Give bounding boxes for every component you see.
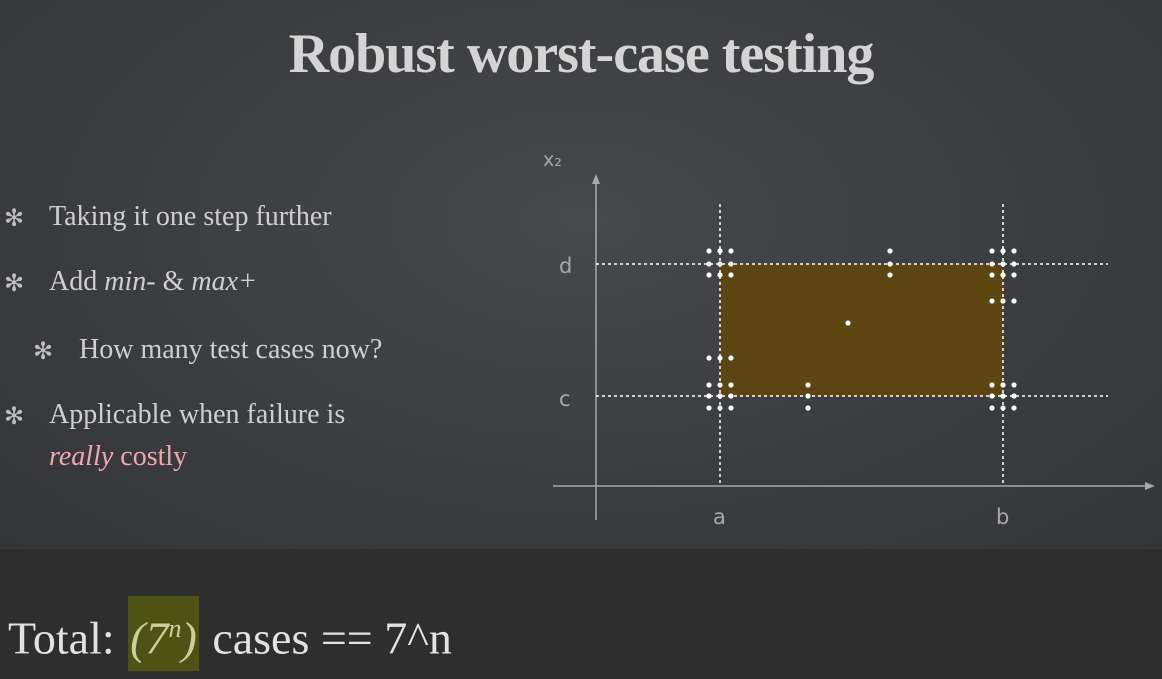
- test-point: [728, 393, 734, 399]
- asterisk-icon: ✻: [4, 206, 25, 232]
- test-point: [989, 298, 995, 304]
- bullet-text-part: Add: [49, 266, 105, 297]
- test-point: [805, 382, 811, 388]
- test-point: [989, 272, 995, 278]
- test-point: [728, 382, 734, 388]
- test-point: [717, 248, 723, 254]
- test-point: [1011, 405, 1017, 411]
- bullet-text: Taking it one step further: [49, 201, 332, 232]
- test-point: [728, 261, 734, 267]
- input-domain-diagram: x₂ d c a b: [543, 149, 1155, 529]
- valid-region: [720, 264, 1003, 396]
- test-point: [887, 272, 893, 278]
- test-point: [1011, 248, 1017, 254]
- test-point: [1000, 298, 1006, 304]
- y-axis-arrow: [592, 174, 600, 184]
- boundary-lines: [596, 204, 1108, 486]
- test-point: [717, 393, 723, 399]
- test-point: [1011, 382, 1017, 388]
- max-plus-term: max+: [191, 266, 257, 297]
- highlighted-term: (7n): [128, 596, 199, 672]
- test-point: [706, 393, 712, 399]
- test-point: [989, 382, 995, 388]
- slide: Robust worst-case testing ✻ Taking it on…: [0, 0, 1162, 549]
- bullet-text: How many test cases now?: [79, 334, 383, 365]
- test-point: [717, 355, 723, 361]
- test-point: [1000, 382, 1006, 388]
- test-point: [717, 272, 723, 278]
- test-point: [717, 405, 723, 411]
- b-label: b: [996, 505, 1009, 529]
- bullet-text: Add min- & max+: [49, 264, 257, 300]
- test-point: [989, 393, 995, 399]
- x2-axis-label: x₂: [543, 149, 562, 171]
- c-label: c: [559, 387, 571, 411]
- bullet-text-part: &: [155, 266, 192, 297]
- min-minus-term: min-: [104, 266, 156, 297]
- test-point: [1000, 261, 1006, 267]
- test-point: [706, 355, 712, 361]
- test-point: [717, 382, 723, 388]
- asterisk-icon: ✻: [4, 271, 25, 297]
- test-point: [989, 261, 995, 267]
- test-point: [1000, 272, 1006, 278]
- test-point: [1011, 393, 1017, 399]
- axes: [553, 178, 1150, 520]
- test-point: [1000, 393, 1006, 399]
- test-point: [1011, 272, 1017, 278]
- test-point: [805, 405, 811, 411]
- really-emphasis: really: [49, 441, 114, 472]
- test-point: [717, 261, 723, 267]
- test-point: [728, 248, 734, 254]
- slide-title: Robust worst-case testing: [288, 23, 875, 85]
- asterisk-icon: ✻: [33, 339, 54, 365]
- test-point: [706, 405, 712, 411]
- bullet-text: Applicable when failure is: [49, 399, 346, 430]
- a-label: a: [713, 505, 726, 529]
- test-point: [1011, 261, 1017, 267]
- bullet-text-part: costly: [113, 441, 188, 472]
- test-point: [728, 405, 734, 411]
- asterisk-icon: ✻: [4, 404, 25, 430]
- test-point: [989, 405, 995, 411]
- test-point: [706, 382, 712, 388]
- test-point: [887, 261, 893, 267]
- test-point: [728, 272, 734, 278]
- test-point: [706, 261, 712, 267]
- test-point: [1000, 248, 1006, 254]
- test-point: [887, 248, 893, 254]
- test-point: [845, 320, 851, 326]
- test-point: [706, 248, 712, 254]
- test-point: [728, 355, 734, 361]
- x-axis-arrow: [1145, 482, 1155, 490]
- test-point: [989, 248, 995, 254]
- total-formula: Total: (7n) cases == 7^n: [8, 596, 452, 672]
- test-point: [1000, 405, 1006, 411]
- test-point: [805, 393, 811, 399]
- test-points: [706, 248, 1017, 411]
- test-point: [1011, 298, 1017, 304]
- test-point: [706, 272, 712, 278]
- d-label: d: [559, 254, 572, 278]
